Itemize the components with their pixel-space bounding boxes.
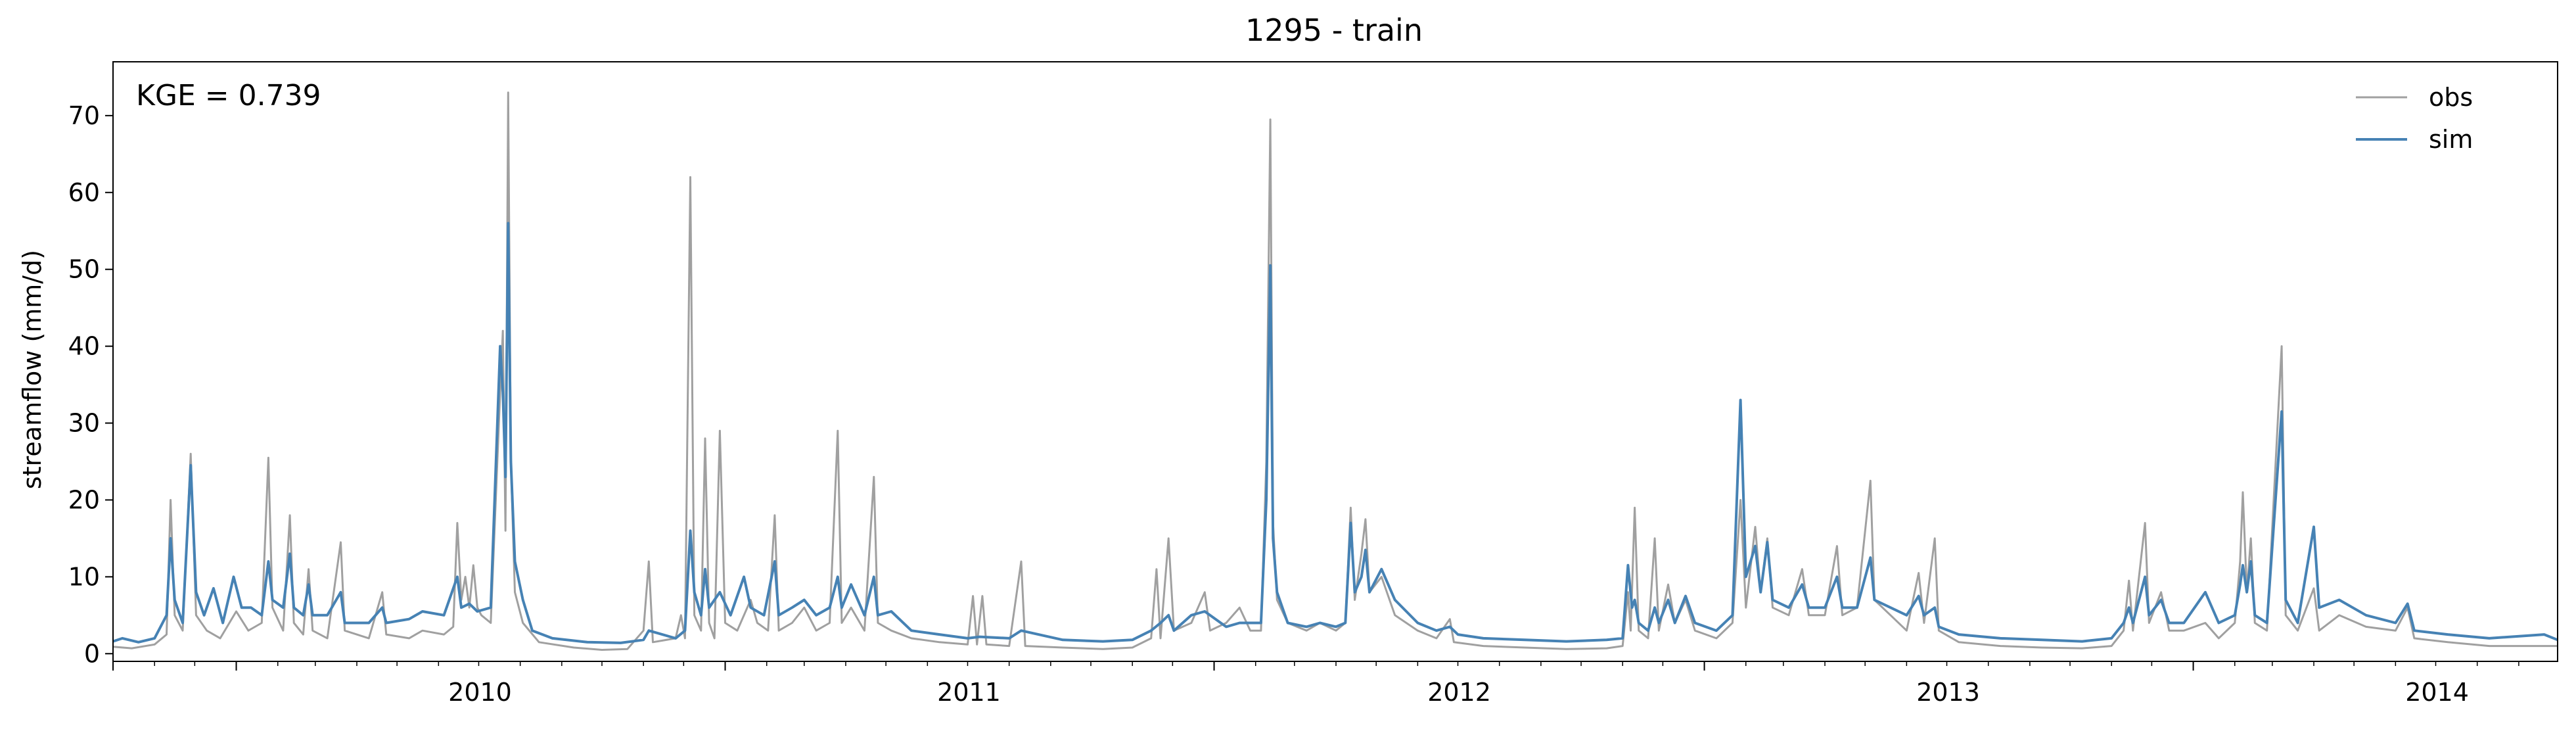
y-tick-label: 20	[68, 485, 100, 514]
x-tick-label: 2010	[448, 678, 512, 707]
series-line-obs	[112, 91, 2558, 651]
legend-label-sim: sim	[2429, 125, 2473, 154]
y-axis-label: streamflow (mm/d)	[18, 250, 47, 489]
legend-label-obs: obs	[2429, 83, 2473, 112]
y-tick-label: 30	[68, 409, 100, 438]
y-tick-label: 50	[68, 255, 100, 284]
legend: obs sim	[2356, 83, 2473, 154]
x-tick-label: 2012	[1427, 678, 1491, 707]
y-axis-ticks: 0 10 20 30 40 50 60 70	[68, 101, 113, 668]
plot-area	[112, 91, 2558, 651]
y-tick-label: 10	[68, 562, 100, 591]
plot-frame	[112, 61, 2558, 662]
series-line-sim	[112, 222, 2558, 644]
y-tick-label: 60	[68, 178, 100, 207]
x-tick-label: 2011	[937, 678, 1001, 707]
y-tick-label: 70	[68, 101, 100, 130]
x-tick-label: 2014	[2405, 678, 2469, 707]
chart-title: 1295 - train	[1245, 12, 1423, 48]
kge-annotation: KGE = 0.739	[136, 79, 321, 112]
x-tick-label: 2013	[1916, 678, 1980, 707]
y-tick-label: 40	[68, 332, 100, 361]
y-tick-label: 0	[84, 639, 100, 668]
x-axis-ticks: 2010 2011 2012 2013 2014	[112, 661, 2519, 707]
